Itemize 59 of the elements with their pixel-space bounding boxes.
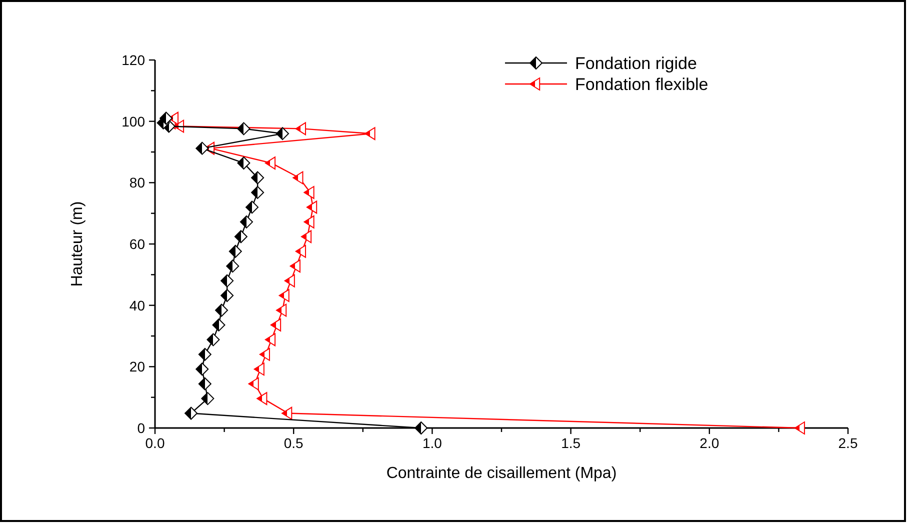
point bbox=[240, 215, 253, 228]
point bbox=[256, 392, 268, 406]
point bbox=[295, 122, 306, 136]
point bbox=[212, 318, 226, 332]
point bbox=[304, 186, 314, 199]
point bbox=[259, 348, 270, 361]
point bbox=[278, 289, 290, 302]
point bbox=[226, 260, 240, 273]
point bbox=[201, 392, 214, 406]
point bbox=[270, 318, 282, 332]
x-tick-label: 1.5 bbox=[561, 435, 581, 451]
point bbox=[198, 348, 212, 361]
point bbox=[237, 122, 250, 136]
point bbox=[284, 274, 295, 288]
point bbox=[215, 304, 228, 317]
point bbox=[282, 406, 292, 420]
y-tick-label: 20 bbox=[129, 358, 146, 375]
point bbox=[290, 260, 300, 273]
point bbox=[300, 230, 312, 244]
y-axis-title: Hauteur (m) bbox=[69, 201, 86, 287]
point bbox=[246, 200, 259, 214]
point bbox=[295, 244, 306, 258]
point bbox=[220, 289, 234, 302]
point bbox=[306, 200, 318, 214]
point bbox=[364, 127, 376, 140]
x-tick-label: 0.5 bbox=[284, 435, 304, 451]
point bbox=[206, 333, 220, 346]
point bbox=[160, 112, 173, 125]
point bbox=[228, 244, 242, 258]
point bbox=[251, 171, 264, 184]
y-tick-label: 100 bbox=[122, 113, 146, 130]
point bbox=[264, 333, 276, 346]
point bbox=[184, 406, 198, 420]
point bbox=[237, 156, 250, 170]
legend-label: Fondation flexible bbox=[575, 75, 708, 94]
point bbox=[251, 186, 264, 199]
point bbox=[248, 377, 259, 390]
point bbox=[304, 215, 314, 228]
point bbox=[276, 304, 287, 317]
point bbox=[254, 362, 264, 376]
x-tick-label: 0.0 bbox=[145, 435, 165, 451]
legend-label: Fondation rigide bbox=[575, 54, 697, 73]
point bbox=[264, 156, 276, 170]
point bbox=[276, 127, 290, 140]
point bbox=[220, 274, 234, 288]
y-tick-label: 120 bbox=[122, 52, 146, 68]
x-tick-label: 2.5 bbox=[838, 435, 858, 451]
y-tick-label: 0 bbox=[137, 420, 146, 436]
point bbox=[234, 230, 248, 244]
point bbox=[196, 142, 209, 155]
x-tick-label: 1.0 bbox=[422, 435, 442, 451]
x-axis-title: Contrainte de cisaillement (Mpa) bbox=[386, 465, 617, 482]
point bbox=[198, 377, 212, 390]
y-tick-label: 40 bbox=[129, 297, 146, 314]
point bbox=[292, 171, 304, 184]
y-tick-label: 80 bbox=[129, 174, 146, 191]
x-tick-label: 2.0 bbox=[700, 435, 720, 451]
point bbox=[196, 362, 209, 376]
y-tick-label: 60 bbox=[129, 236, 146, 252]
